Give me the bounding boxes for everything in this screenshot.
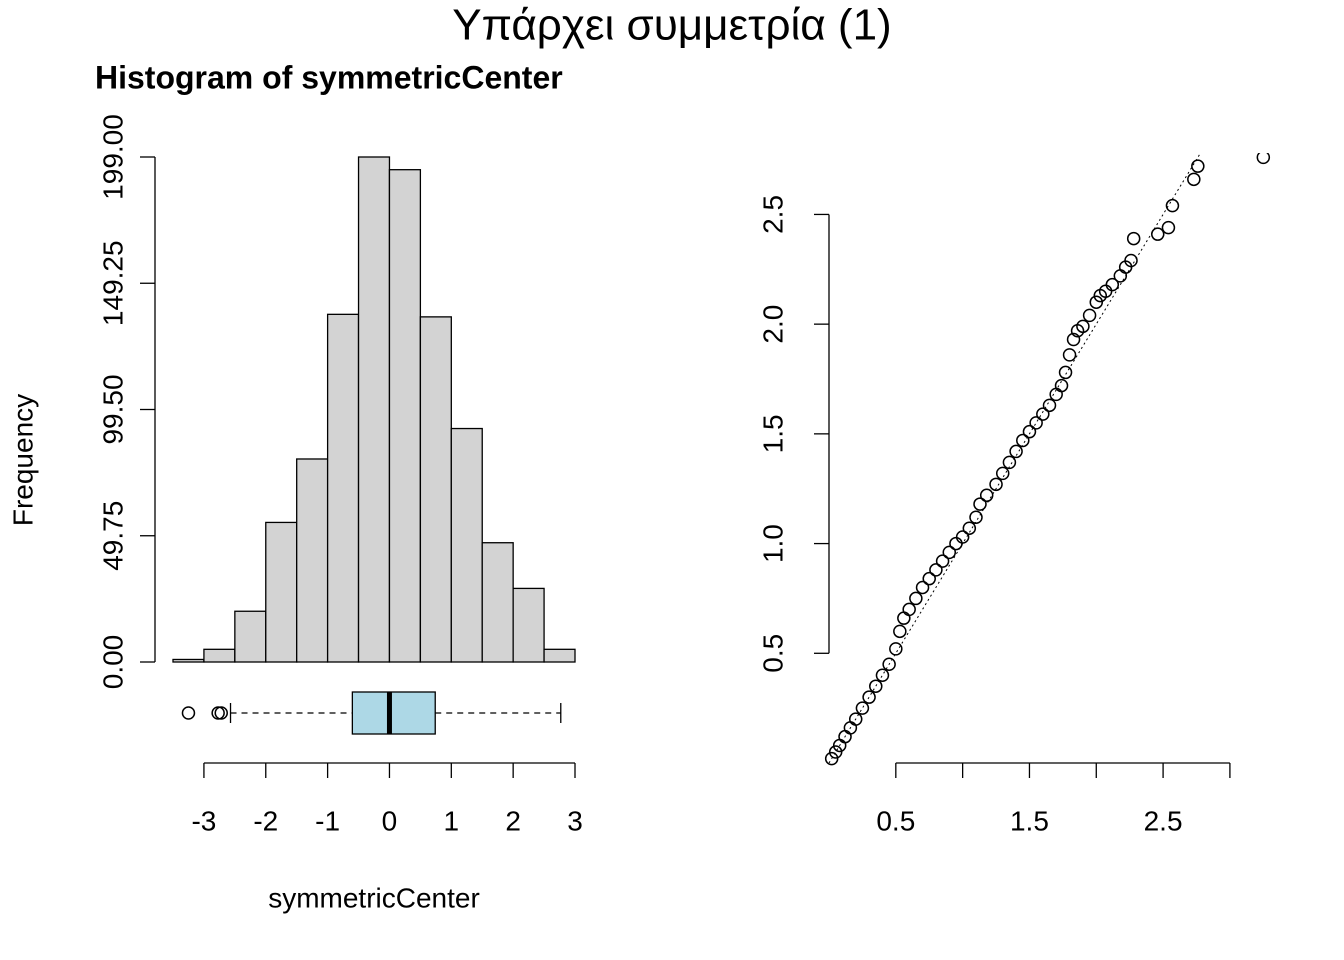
point xyxy=(902,602,916,617)
point xyxy=(955,530,970,544)
y-axis-label: Frequency xyxy=(7,394,38,526)
point xyxy=(1062,348,1077,362)
point xyxy=(1165,198,1180,213)
point xyxy=(1150,227,1165,241)
point xyxy=(848,712,863,726)
point xyxy=(875,668,890,682)
point xyxy=(1058,365,1073,380)
point xyxy=(1161,220,1176,235)
chart-title: Histogram of symmetricCenter xyxy=(95,59,563,95)
point xyxy=(893,624,907,639)
point xyxy=(1076,319,1090,334)
point xyxy=(1089,295,1104,309)
outlier xyxy=(214,706,228,720)
bar xyxy=(543,648,576,663)
point xyxy=(1124,253,1138,268)
point xyxy=(1126,231,1141,246)
point xyxy=(1256,153,1271,165)
x-tick-label: 2 xyxy=(505,805,521,836)
x-tick-label: 0 xyxy=(382,805,398,836)
point xyxy=(1036,407,1050,421)
point xyxy=(1066,332,1081,347)
x-tick-label: 1.5 xyxy=(1010,805,1049,836)
point xyxy=(922,571,936,586)
point xyxy=(1022,424,1037,439)
point xyxy=(929,563,943,577)
point xyxy=(969,510,983,524)
bar xyxy=(512,587,545,663)
bar xyxy=(419,316,452,663)
outlier xyxy=(181,706,196,720)
x-tick-label: -2 xyxy=(253,805,278,836)
point xyxy=(995,466,1010,481)
x-tick-label: 2.5 xyxy=(1144,805,1183,836)
point xyxy=(962,521,977,535)
point xyxy=(942,545,957,560)
point xyxy=(973,497,987,511)
point xyxy=(869,679,883,693)
bar xyxy=(265,521,298,663)
point xyxy=(1187,172,1201,187)
y-tick-label: 2.0 xyxy=(757,305,788,344)
point xyxy=(1191,159,1205,173)
point xyxy=(935,554,950,568)
x-tick-label: -3 xyxy=(191,805,216,836)
point xyxy=(1009,444,1023,459)
y-tick-label: 199.00 xyxy=(97,114,128,200)
x-tick-label: 1 xyxy=(444,805,460,836)
bar xyxy=(357,156,391,663)
point xyxy=(1002,455,1017,470)
x-tick-label: -1 xyxy=(315,805,340,836)
point xyxy=(882,657,896,672)
bar xyxy=(203,648,236,663)
x-axis-label: symmetricCenter xyxy=(268,882,480,913)
point xyxy=(889,642,903,656)
bar xyxy=(172,658,205,663)
point xyxy=(1016,433,1030,448)
y-tick-label: 0.00 xyxy=(97,635,128,690)
point xyxy=(855,701,870,715)
point xyxy=(862,690,876,704)
bar xyxy=(326,313,360,663)
bar xyxy=(481,542,514,663)
point xyxy=(915,580,930,595)
bar xyxy=(388,169,422,663)
bar xyxy=(296,458,329,663)
y-tick-label: 49.75 xyxy=(97,501,128,571)
point xyxy=(1054,378,1069,393)
y-tick-label: 1.0 xyxy=(757,524,788,563)
point xyxy=(1042,398,1057,413)
point xyxy=(1105,277,1120,292)
y-tick-label: 0.5 xyxy=(757,634,788,673)
y-tick-label: 1.5 xyxy=(757,414,788,453)
point xyxy=(828,745,843,759)
x-tick-label: 0.5 xyxy=(876,805,915,836)
y-tick-label: 99.50 xyxy=(97,374,128,444)
y-tick-label: 2.5 xyxy=(757,195,788,234)
figure-title: Υπάρχει συμμετρία (1) xyxy=(452,1,891,50)
x-tick-label: 3 xyxy=(567,805,583,836)
point xyxy=(824,751,839,766)
point xyxy=(979,488,994,503)
bar xyxy=(450,427,483,663)
box xyxy=(351,691,436,735)
reference-line xyxy=(828,152,1201,764)
point xyxy=(909,591,923,606)
point xyxy=(989,477,1003,492)
point xyxy=(1029,416,1043,430)
y-tick-label: 149.25 xyxy=(97,240,128,326)
bar xyxy=(234,610,267,663)
point xyxy=(1082,308,1097,323)
